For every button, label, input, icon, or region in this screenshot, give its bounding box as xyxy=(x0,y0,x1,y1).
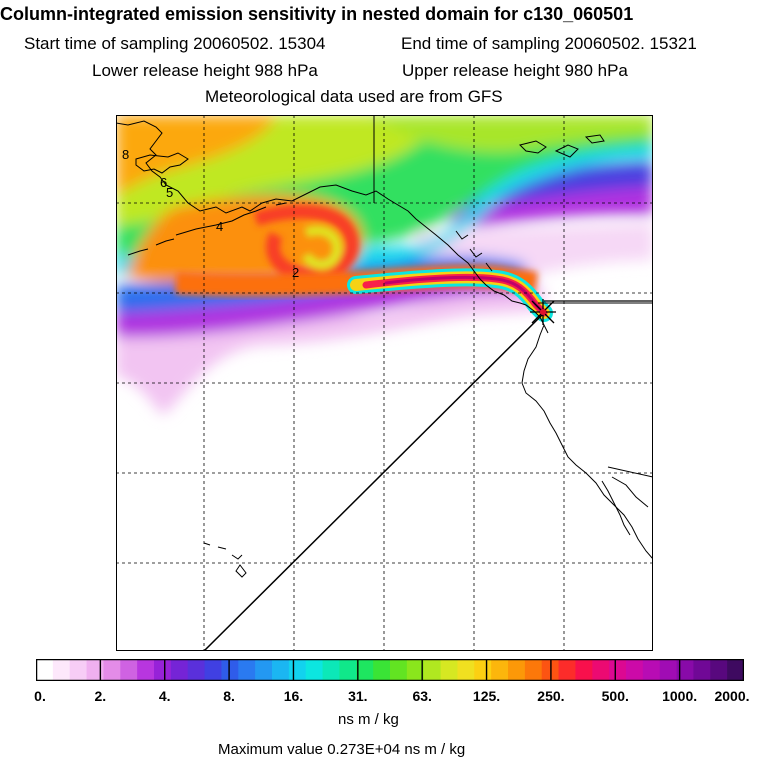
coastline-alaska xyxy=(116,120,549,334)
contour-label: 4 xyxy=(216,219,223,234)
colorbar-cell xyxy=(440,659,459,681)
colorbar-cell xyxy=(474,659,492,681)
colorbar-cell xyxy=(103,659,121,681)
field-yellow-loop-core xyxy=(301,225,343,270)
colorbar-cell xyxy=(120,659,138,681)
colorbar-cell xyxy=(524,659,543,681)
receptor-center xyxy=(540,309,546,315)
coastline-west-coast xyxy=(521,324,653,560)
field-yellow-green-ne xyxy=(366,115,653,152)
colorbar-cell xyxy=(558,659,577,681)
colorbar-cell xyxy=(272,659,290,681)
colorbar-tick-label: 2. xyxy=(94,688,107,704)
colorbar-cell xyxy=(238,659,256,681)
coastline-bering xyxy=(135,152,189,174)
colorbar-cell xyxy=(204,659,223,681)
colorbar-tick-label: 4. xyxy=(158,688,171,704)
colorbar-cell xyxy=(508,659,526,681)
colorbar-cell xyxy=(676,659,695,681)
colorbar-units: ns m / kg xyxy=(338,711,399,728)
met-data-label: Meteorological data used are from GFS xyxy=(205,87,503,106)
figure-title: Column-integrated emission sensitivity i… xyxy=(0,4,634,24)
colorbar-frame xyxy=(36,659,744,681)
contour-label: 2 xyxy=(292,265,299,280)
colorbar-cell xyxy=(626,659,644,681)
colorbar-cell xyxy=(339,659,357,681)
colorbar-cells xyxy=(36,659,744,681)
colorbar-cell xyxy=(710,659,728,681)
contour-label: 8 xyxy=(122,147,129,162)
colorbar-cell xyxy=(727,659,744,681)
colorbar-cell xyxy=(373,659,391,681)
coastline-hawaii xyxy=(203,542,247,578)
colorbar-tick-label: 500. xyxy=(601,688,629,704)
colorbar-tick-marks xyxy=(99,659,681,681)
colorbar-cell xyxy=(390,659,408,681)
colorbar-tick-label: 31. xyxy=(348,688,368,704)
contour-label: 6 xyxy=(160,175,167,190)
border-us-mexico xyxy=(607,466,653,478)
coastline-islands-se xyxy=(455,230,493,272)
field-orange-nw xyxy=(116,115,276,195)
sensitivity-map: 8 6 5 4 2 xyxy=(116,115,653,651)
colorbar-cell xyxy=(406,659,425,681)
colorbar-cell xyxy=(322,659,341,681)
colorbar-cell xyxy=(154,659,172,681)
coastlines xyxy=(116,120,653,578)
colorbar-tick-label: 125. xyxy=(472,688,501,704)
colorbar-cell xyxy=(609,659,627,681)
colorbar-cell xyxy=(187,659,206,681)
map-frame xyxy=(116,115,653,651)
colorbar-cell xyxy=(69,659,88,681)
colorbar-cell xyxy=(642,659,661,681)
colorbar-cell xyxy=(693,659,711,681)
upper-release-height-label: Upper release height 980 hPa xyxy=(402,61,628,80)
colorbar-cell xyxy=(36,659,54,681)
colorbar-tick-label: 8. xyxy=(223,688,235,704)
colorbar-tick-label: 16. xyxy=(283,688,304,704)
colorbar-tick-label: 2000. xyxy=(714,688,750,704)
maximum-value-label: Maximum value 0.273E+04 ns m / kg xyxy=(218,741,466,758)
colorbar-cell xyxy=(221,659,239,681)
field-blue-north xyxy=(456,161,653,211)
colorbar-cell xyxy=(86,659,105,681)
lower-release-height-label: Lower release height 988 hPa xyxy=(92,61,318,80)
field-red-loop xyxy=(253,204,359,283)
receptor-marker xyxy=(530,299,556,325)
flight-track-line xyxy=(203,312,545,651)
coastline-baja xyxy=(601,476,649,536)
colorbar xyxy=(36,659,744,681)
colorbar-cell xyxy=(423,659,442,681)
colorbar-cell xyxy=(255,659,273,681)
start-time-label: Start time of sampling 20060502. 15304 xyxy=(24,34,326,53)
colorbar-tick-label: 250. xyxy=(537,688,565,704)
colorbar-cell xyxy=(305,659,324,681)
colorbar-cell xyxy=(457,659,475,681)
colorbar-tick-label: 1000. xyxy=(662,688,698,704)
colorbar-tick-label: 0. xyxy=(34,688,46,704)
political-boundaries xyxy=(373,115,653,478)
colorbar-cell xyxy=(575,659,593,681)
colorbar-tick-label: 63. xyxy=(412,688,432,704)
plume-core xyxy=(384,275,546,315)
end-time-label: End time of sampling 20060502. 15321 xyxy=(401,34,697,53)
colorbar-cell xyxy=(52,659,71,681)
colorbar-cell xyxy=(137,659,155,681)
colorbar-cell xyxy=(659,659,678,681)
contour-labels: 8 6 5 4 2 xyxy=(122,147,299,280)
sensitivity-plume xyxy=(347,268,553,322)
colorbar-cell xyxy=(592,659,610,681)
colorbar-cell xyxy=(288,659,307,681)
colorbar-cell xyxy=(170,659,189,681)
colorbar-cell xyxy=(356,659,374,681)
coastline-aleutians xyxy=(127,202,287,256)
colorbar-cell xyxy=(491,659,509,681)
contour-label: 5 xyxy=(166,185,173,200)
